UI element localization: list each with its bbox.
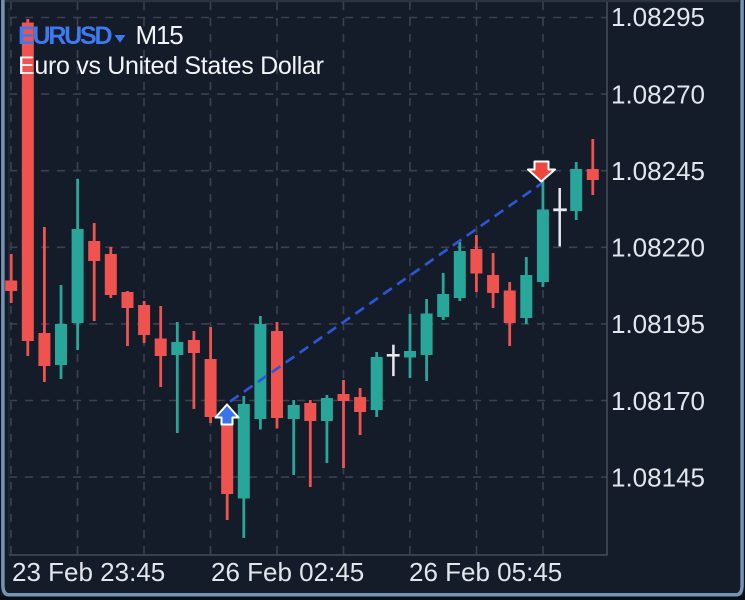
svg-text:Euro vs United States Dollar: Euro vs United States Dollar <box>18 52 324 80</box>
svg-text:1.08145: 1.08145 <box>611 462 705 492</box>
svg-text:26 Feb 05:45: 26 Feb 05:45 <box>409 557 562 587</box>
svg-text:1.08220: 1.08220 <box>611 233 705 263</box>
svg-text:1.08270: 1.08270 <box>611 79 705 109</box>
svg-text:EURUSD: EURUSD <box>18 22 112 50</box>
svg-text:26 Feb 02:45: 26 Feb 02:45 <box>211 557 364 587</box>
svg-text:1.08195: 1.08195 <box>611 309 705 339</box>
svg-text:23 Feb 23:45: 23 Feb 23:45 <box>12 557 165 587</box>
svg-text:1.08245: 1.08245 <box>611 156 705 186</box>
svg-text:M15: M15 <box>136 20 184 50</box>
svg-text:1.08295: 1.08295 <box>611 2 705 32</box>
svg-text:1.08170: 1.08170 <box>611 386 705 416</box>
